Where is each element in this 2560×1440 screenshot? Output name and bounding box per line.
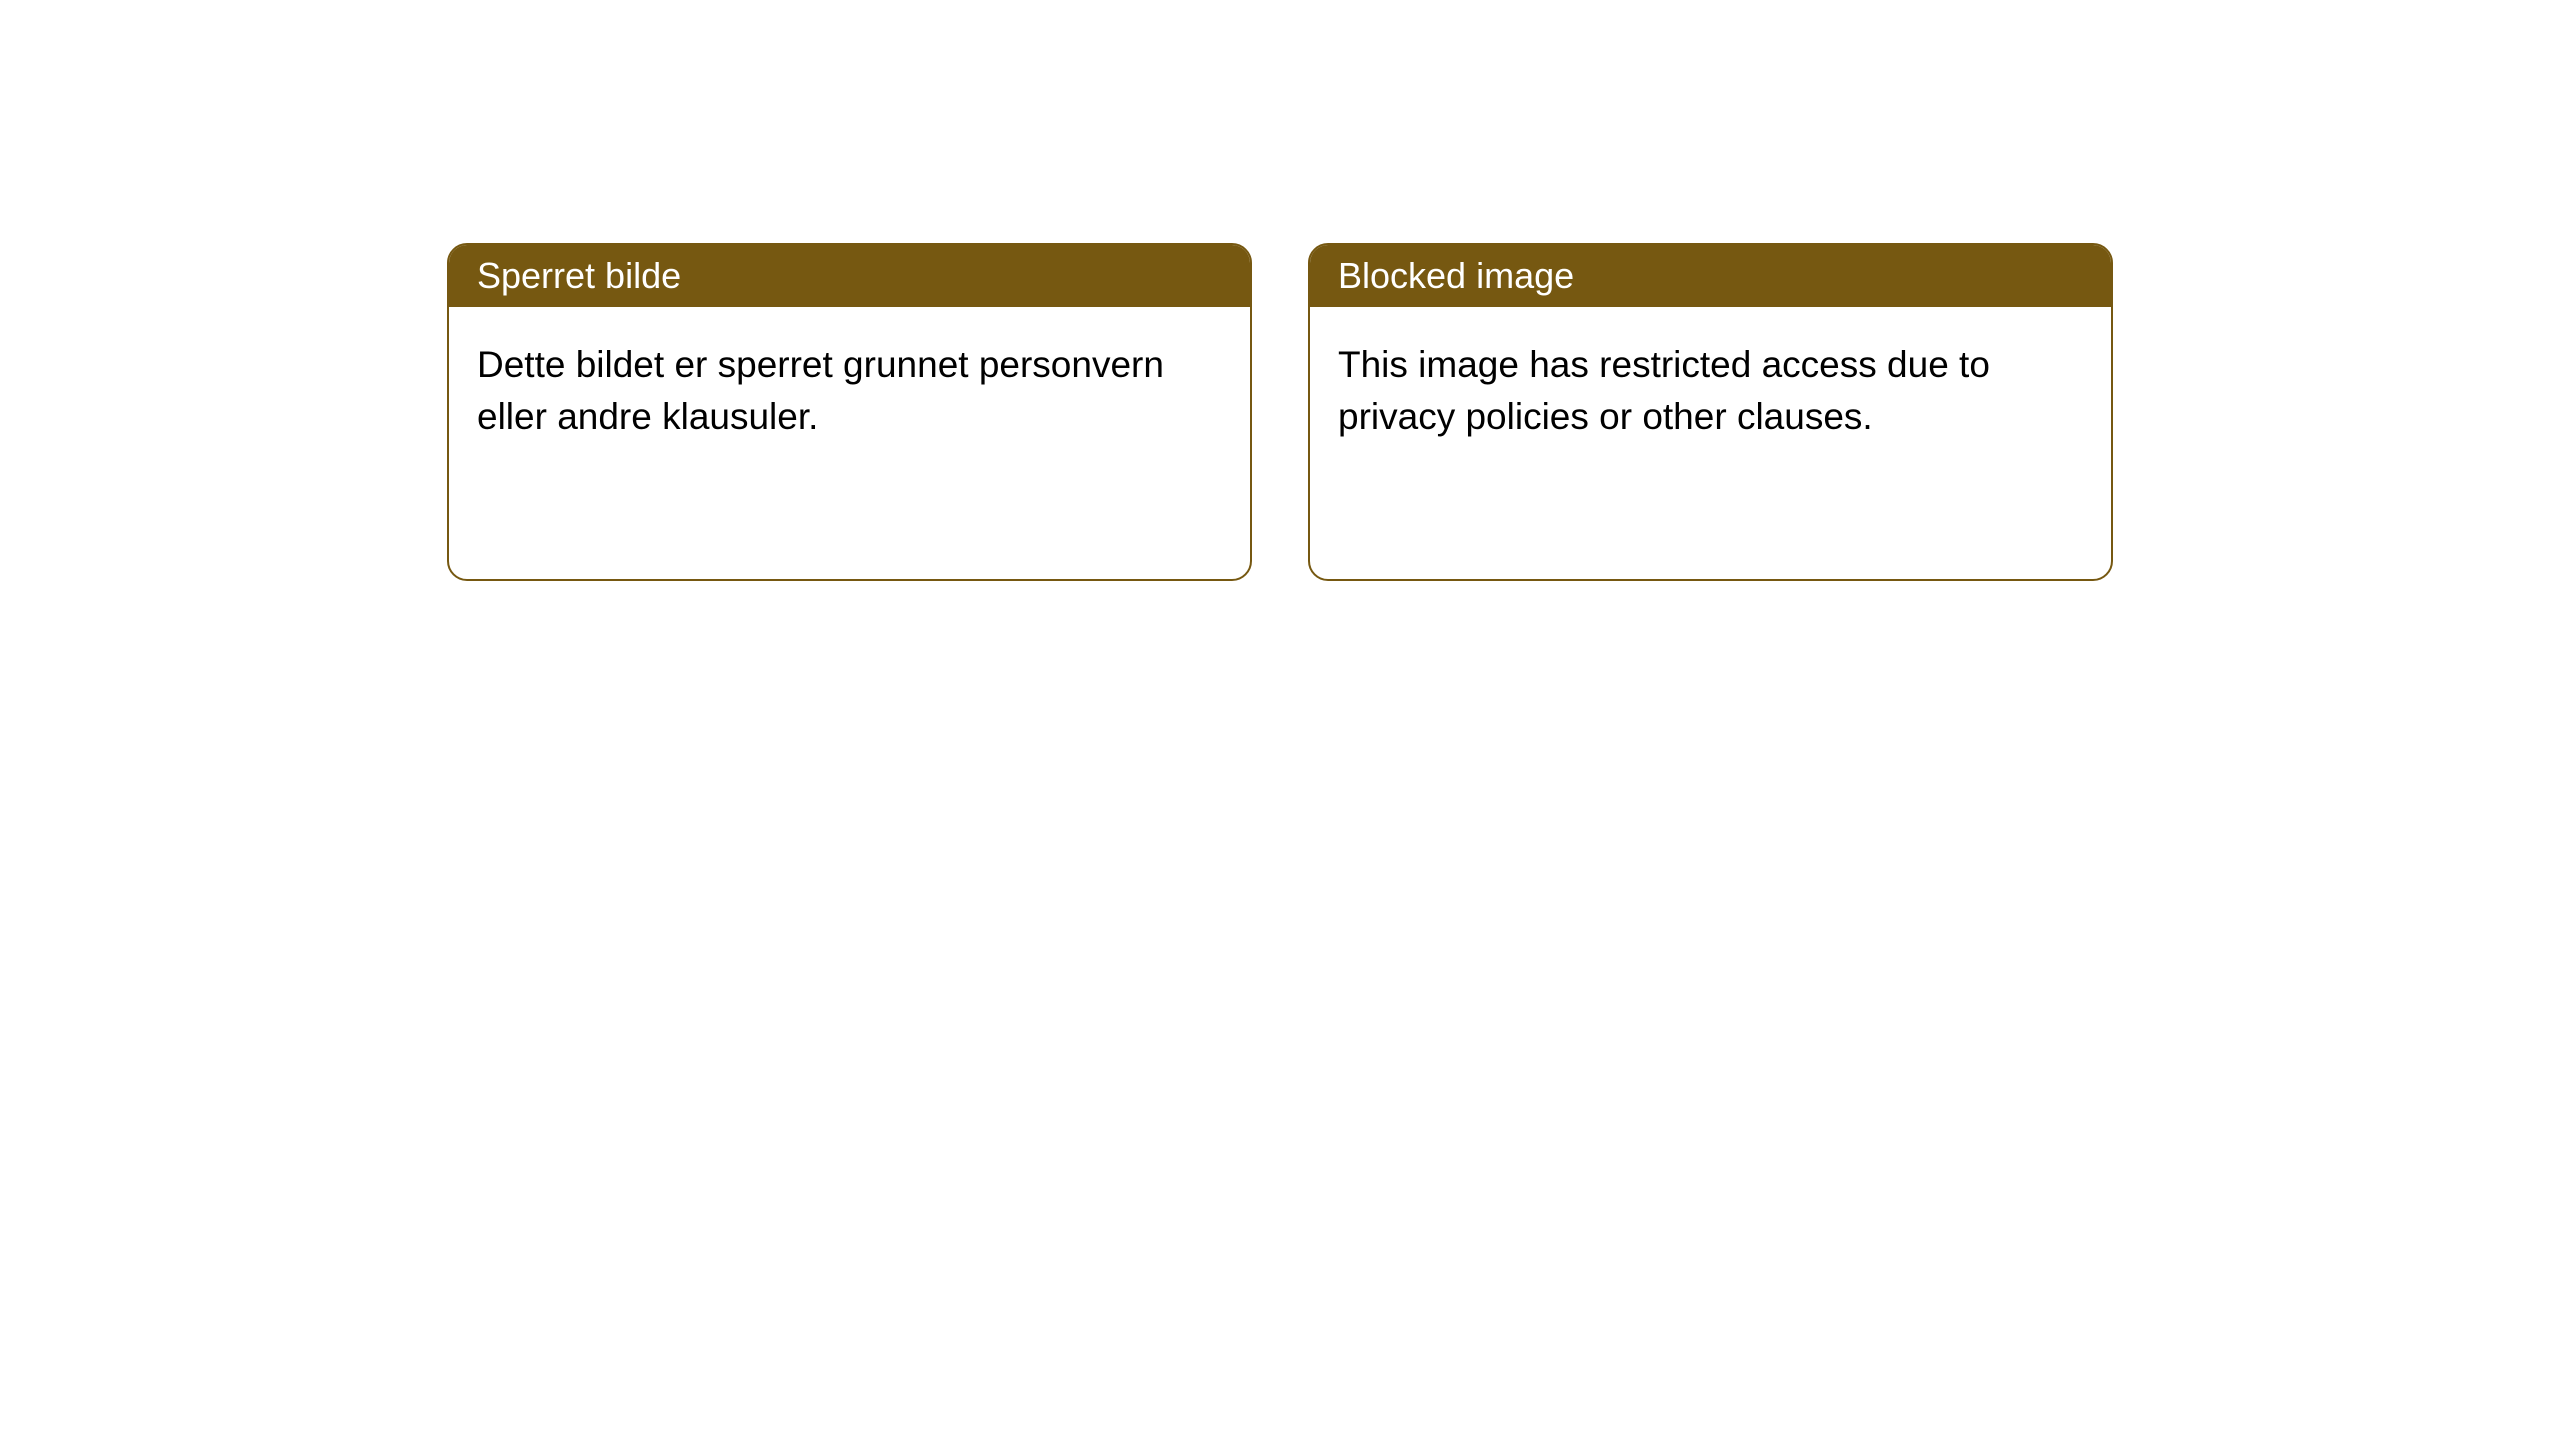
card-body-text: This image has restricted access due to …	[1338, 344, 1990, 437]
info-card-english: Blocked image This image has restricted …	[1308, 243, 2113, 581]
info-cards-container: Sperret bilde Dette bildet er sperret gr…	[447, 243, 2113, 581]
card-header: Sperret bilde	[449, 245, 1250, 307]
card-header: Blocked image	[1310, 245, 2111, 307]
card-body: Dette bildet er sperret grunnet personve…	[449, 307, 1250, 475]
card-body: This image has restricted access due to …	[1310, 307, 2111, 475]
info-card-norwegian: Sperret bilde Dette bildet er sperret gr…	[447, 243, 1252, 581]
card-header-text: Blocked image	[1338, 255, 1574, 296]
card-body-text: Dette bildet er sperret grunnet personve…	[477, 344, 1164, 437]
card-header-text: Sperret bilde	[477, 255, 681, 296]
